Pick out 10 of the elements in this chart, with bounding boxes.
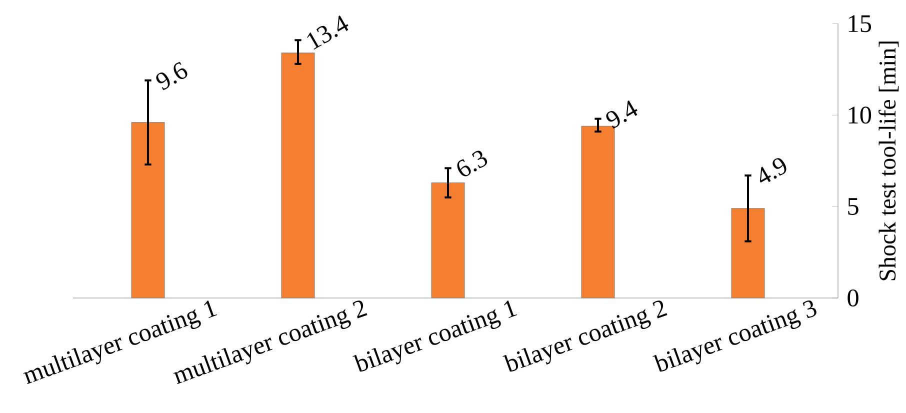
y-tick-label: 10 [848, 106, 872, 124]
data-label: 6.3 [457, 150, 488, 176]
y-tick-label: 0 [848, 289, 858, 307]
data-label: 9.6 [156, 62, 188, 90]
data-label: 13.4 [307, 15, 348, 50]
y-tick-label: 5 [848, 198, 858, 215]
data-label: 4.9 [760, 158, 786, 183]
data-label: 9.4 [606, 100, 638, 128]
y-tick-label: 15 [848, 15, 872, 32]
y-axis-title: Shock test tool-life [min] [878, 42, 899, 280]
